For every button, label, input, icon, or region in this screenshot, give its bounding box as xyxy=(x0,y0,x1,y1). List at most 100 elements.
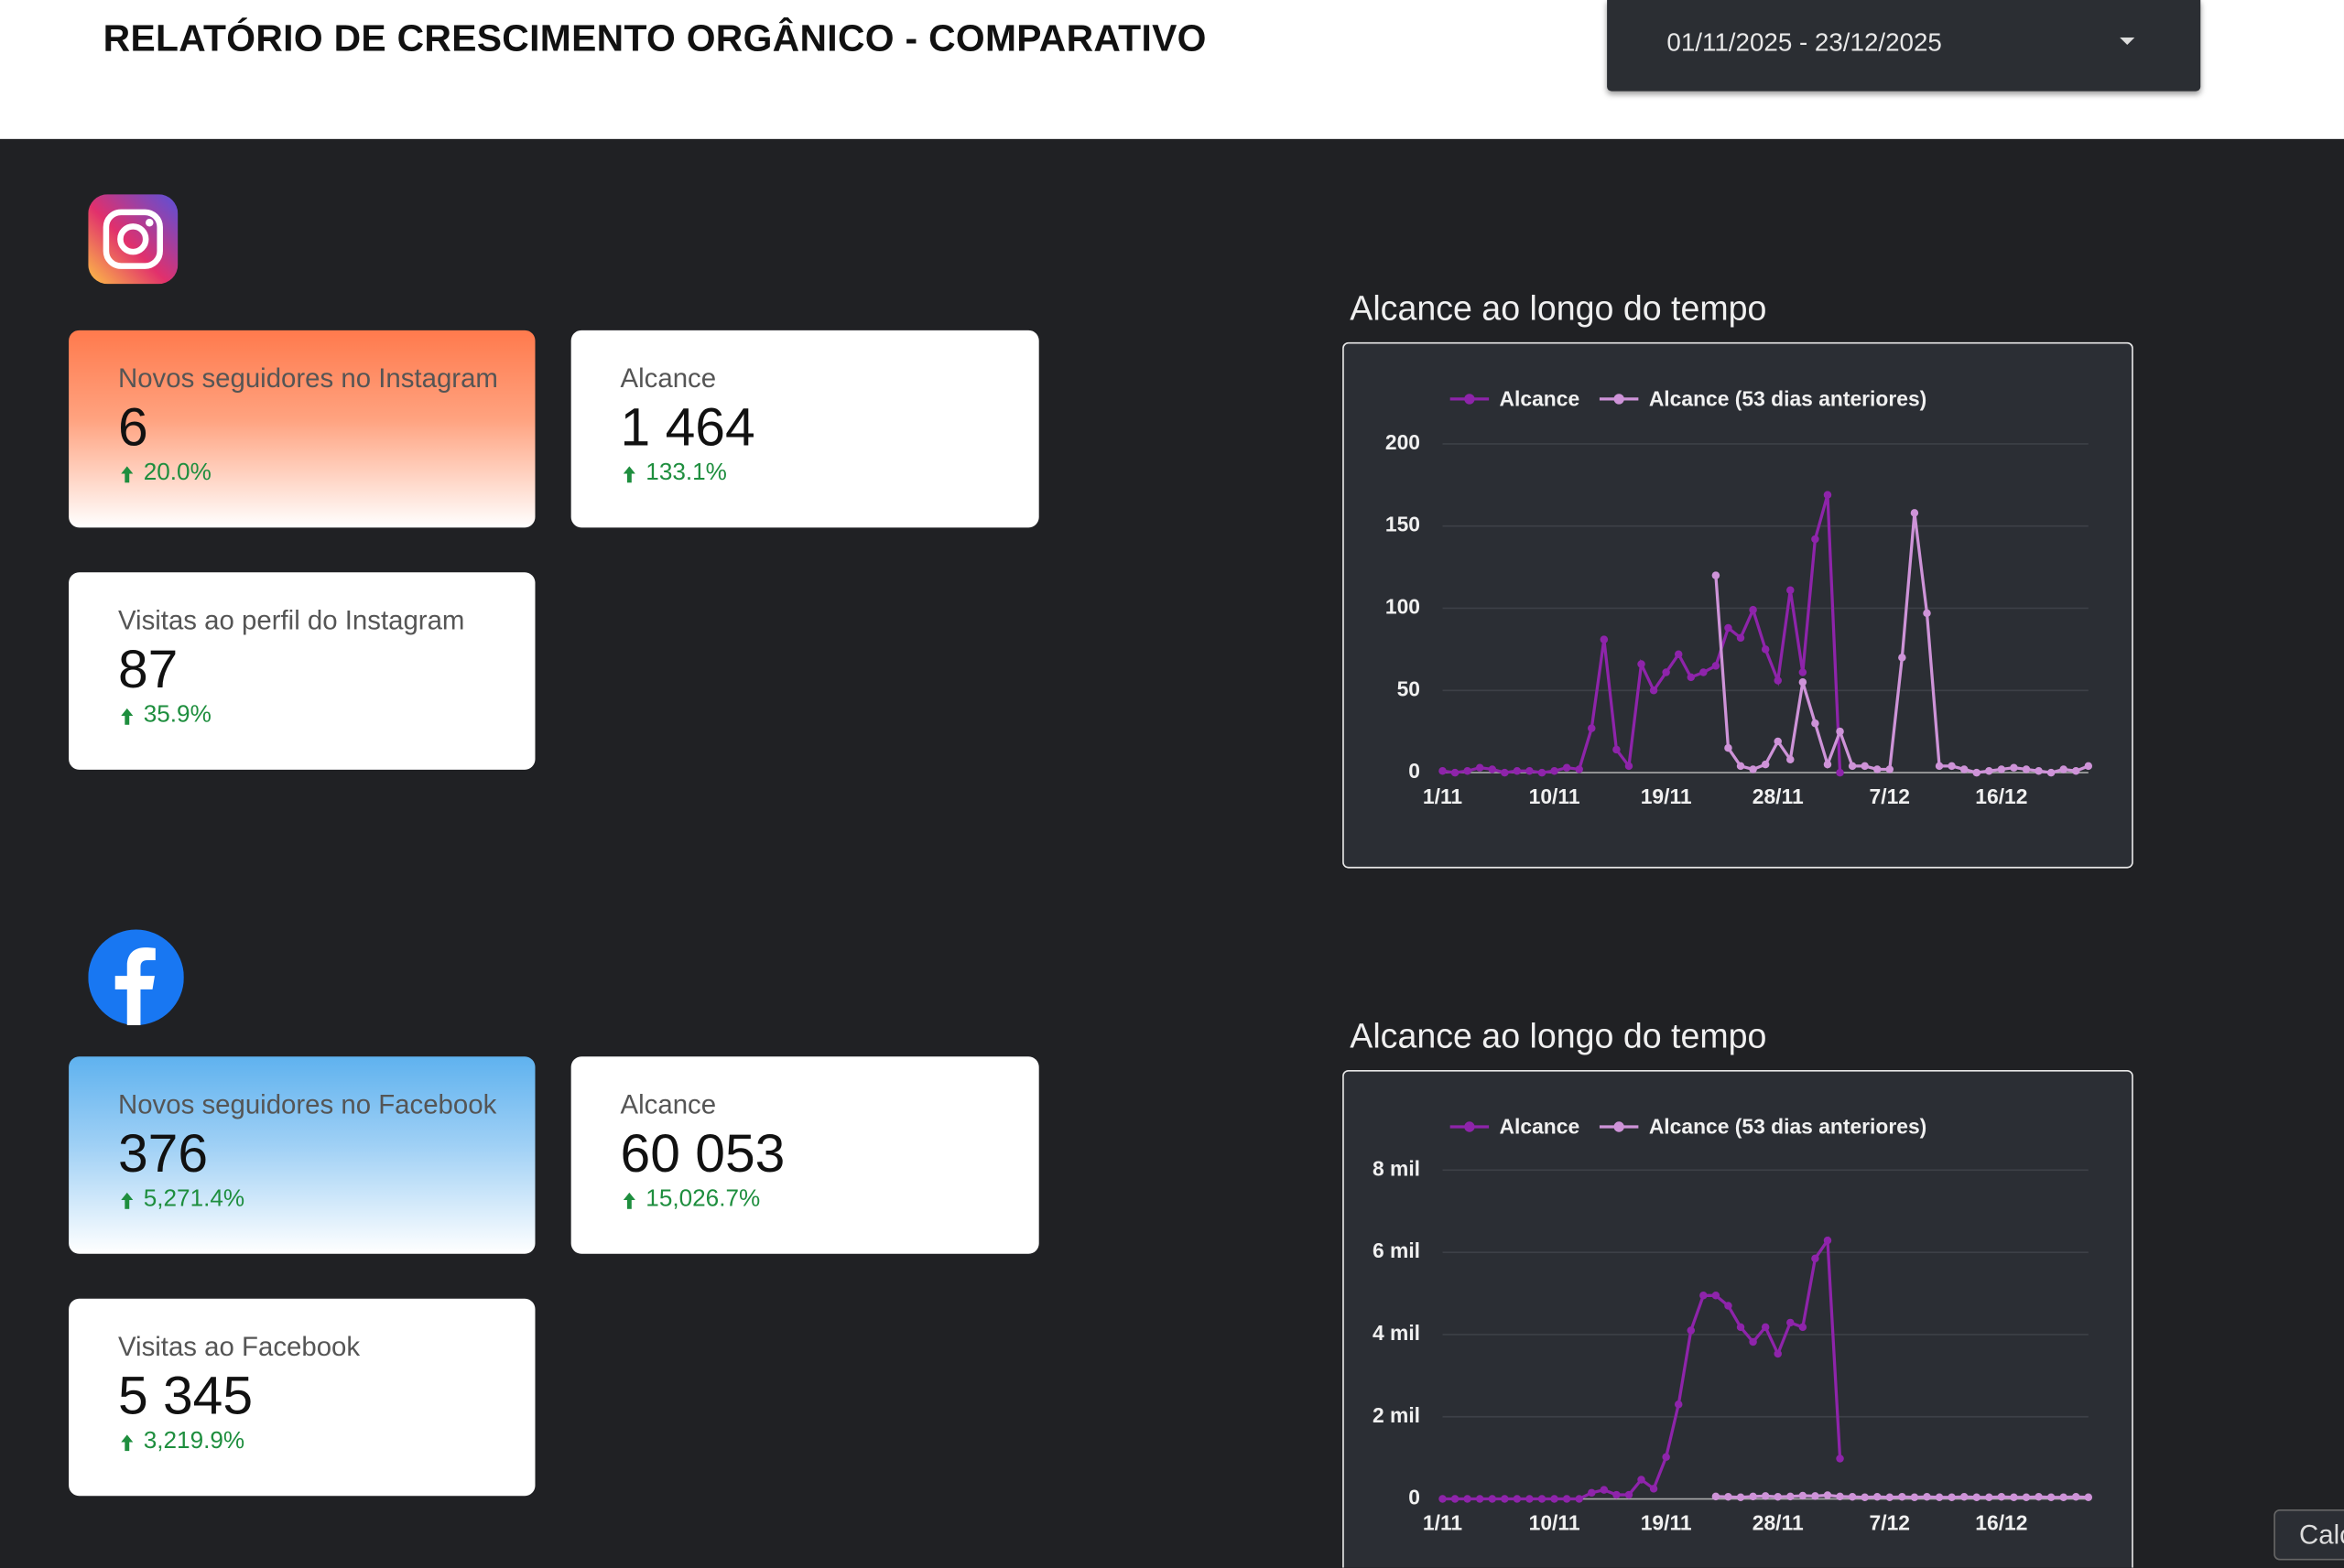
kpi-change: 5,271.4% xyxy=(143,1186,245,1213)
data-point xyxy=(1923,609,1931,618)
calc-button[interactable]: Calc xyxy=(2273,1509,2344,1561)
data-point xyxy=(1749,606,1757,614)
data-point xyxy=(1674,1400,1683,1409)
data-point xyxy=(1997,1493,2006,1501)
legend-label: Alcance (53 dias anteriores) xyxy=(1649,387,1926,411)
data-point xyxy=(1959,1493,1969,1501)
y-tick-label: 100 xyxy=(1385,595,1420,619)
data-point xyxy=(1662,668,1670,676)
data-point xyxy=(1736,633,1745,643)
data-point xyxy=(1798,1323,1807,1332)
data-point xyxy=(1624,1490,1633,1499)
data-point xyxy=(1861,762,1869,771)
data-point xyxy=(1438,1495,1447,1503)
data-point xyxy=(2059,765,2067,773)
header: RELATÓRIO DE CRESCIMENTO ORGÂNICO - COMP… xyxy=(0,0,2344,139)
data-point xyxy=(1475,1495,1484,1503)
kpi-change: 133.1% xyxy=(646,460,727,486)
data-point xyxy=(1935,1493,1944,1501)
y-tick-label: 6 mil xyxy=(1373,1238,1420,1262)
kpi-label: Novos seguidores no Instagram xyxy=(117,362,498,394)
data-point xyxy=(1898,1493,1906,1501)
data-point xyxy=(1488,765,1497,773)
kpi-value: 87 xyxy=(117,638,179,700)
y-tick-label: 8 mil xyxy=(1373,1156,1420,1180)
data-point xyxy=(1836,1454,1844,1463)
chart-title: Alcance ao longo do tempo xyxy=(1350,288,1767,328)
kpi-value: 376 xyxy=(117,1122,209,1184)
data-point xyxy=(1848,1493,1857,1501)
data-point xyxy=(1513,767,1522,775)
kpi-label: Alcance xyxy=(620,362,717,394)
kpi-change: 3,219.9% xyxy=(143,1428,245,1454)
up-arrow xyxy=(121,1192,134,1209)
kpi-card: Alcance 1 464 133.1% xyxy=(570,330,1039,528)
data-point xyxy=(1985,767,1993,775)
data-point xyxy=(1761,1323,1770,1332)
data-point xyxy=(1637,1476,1645,1484)
data-point xyxy=(2072,767,2080,775)
data-point xyxy=(1885,765,1894,773)
date-range-text: 01/11/2025 - 23/12/2025 xyxy=(1666,28,1942,58)
facebook-icon xyxy=(88,929,184,1025)
up-arrow xyxy=(121,708,134,725)
x-tick-label: 10/11 xyxy=(1529,1510,1580,1534)
data-point xyxy=(1612,745,1621,754)
data-point xyxy=(1450,768,1460,777)
x-tick-label: 28/11 xyxy=(1753,784,1804,808)
data-point xyxy=(1798,678,1807,687)
data-point xyxy=(1463,767,1471,775)
data-point xyxy=(1774,1493,1782,1501)
data-point xyxy=(1501,768,1509,777)
data-point xyxy=(1798,668,1807,676)
legend-swatch-dot xyxy=(1613,394,1624,405)
data-point xyxy=(1761,760,1770,769)
chart-title: Alcance ao longo do tempo xyxy=(1350,1016,1767,1055)
kpi-label: Novos seguidores no Facebook xyxy=(117,1089,497,1119)
legend-label: Alcance (53 dias anteriores) xyxy=(1649,1115,1926,1139)
data-point xyxy=(1550,1495,1558,1503)
y-tick-label: 150 xyxy=(1385,513,1420,536)
data-point xyxy=(1513,1495,1522,1503)
data-point xyxy=(1948,1493,1956,1501)
x-tick-label: 16/12 xyxy=(1975,1510,2027,1534)
data-point xyxy=(2059,1493,2067,1501)
data-point xyxy=(2046,1493,2056,1501)
chart-panel xyxy=(1342,1069,2133,1568)
data-point xyxy=(1798,1491,1807,1500)
data-point xyxy=(1687,1326,1696,1335)
data-point xyxy=(1525,767,1534,775)
data-point xyxy=(1761,1492,1770,1500)
data-point xyxy=(2010,1493,2018,1501)
data-point xyxy=(1836,1492,1844,1501)
legend-label: Alcance xyxy=(1500,1115,1580,1139)
data-point xyxy=(1488,1495,1497,1503)
kpi-card: Visitas ao Facebook 5 345 3,219.9% xyxy=(69,1298,536,1497)
data-point xyxy=(1724,1493,1732,1501)
data-point xyxy=(1438,767,1447,775)
data-point xyxy=(1562,1495,1571,1503)
kpi-card: Novos seguidores no Instagram 6 20.0% xyxy=(69,330,536,528)
data-point xyxy=(1749,765,1757,773)
kpi-value: 1 464 xyxy=(620,395,755,458)
data-point xyxy=(1786,1318,1795,1327)
data-point xyxy=(1600,635,1609,643)
data-point xyxy=(1786,1492,1795,1501)
x-tick-label: 28/11 xyxy=(1753,1510,1804,1534)
data-point xyxy=(1724,1302,1732,1310)
date-range-picker[interactable]: 01/11/2025 - 23/12/2025 xyxy=(1607,0,2201,92)
data-point xyxy=(1624,762,1633,771)
data-point xyxy=(1786,586,1795,594)
instagram-icon xyxy=(88,194,179,285)
data-point xyxy=(1811,719,1819,728)
data-point xyxy=(1699,1292,1708,1300)
data-point xyxy=(2035,767,2043,775)
data-point xyxy=(1959,765,1969,773)
y-tick-label: 0 xyxy=(1408,759,1420,783)
data-point xyxy=(1674,650,1683,659)
data-point xyxy=(1612,1490,1621,1499)
data-point xyxy=(2072,1493,2080,1501)
kpi-label: Alcance xyxy=(620,1089,717,1119)
data-point xyxy=(1450,1495,1460,1503)
